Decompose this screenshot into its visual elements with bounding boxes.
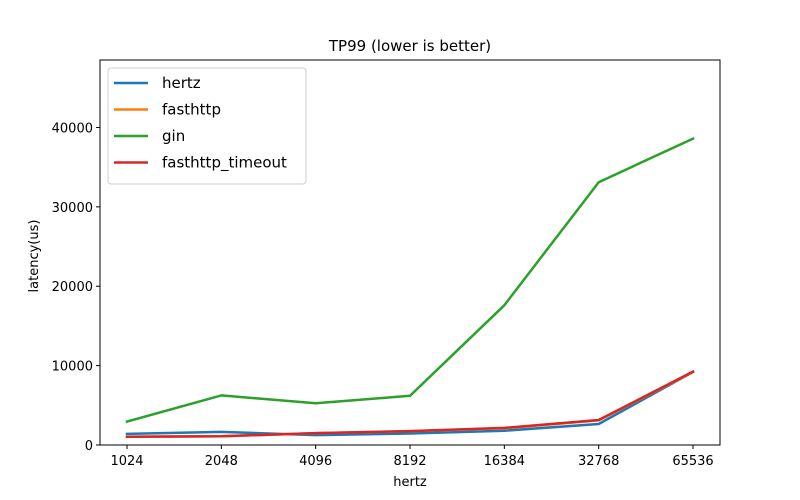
x-tick-label: 65536 (672, 454, 713, 469)
legend-label: hertz (162, 74, 201, 92)
legend-label: fasthttp_timeout (162, 154, 287, 173)
y-tick-label: 20000 (52, 280, 93, 295)
x-tick-label: 32768 (578, 454, 619, 469)
y-tick-label: 0 (85, 439, 93, 454)
x-tick-label: 1024 (110, 454, 143, 469)
x-axis-label: hertz (393, 475, 427, 490)
x-tick-label: 4096 (299, 454, 332, 469)
x-tick-label: 2048 (205, 454, 238, 469)
y-tick-label: 10000 (52, 360, 93, 375)
y-tick-label: 40000 (52, 121, 93, 136)
series-line-gin (125, 136, 695, 424)
x-tick-label: 8192 (393, 454, 426, 469)
legend-box (107, 67, 307, 185)
y-tick-label: 30000 (52, 201, 93, 216)
series-line-fasthttp-timeout (125, 369, 695, 438)
y-axis-label: latency(us) (27, 220, 42, 293)
legend: hertz fasthttp gin fasthttp_timeout (107, 67, 307, 185)
x-tick-label: 16384 (484, 454, 525, 469)
legend-label: fasthttp (162, 101, 221, 119)
series-line-hertz (125, 370, 695, 437)
series-line-fasthttp (125, 370, 695, 438)
plot-area: 1024 2048 4096 8192 16384 32768 65536 0 10000 200… (52, 59, 721, 469)
legend-label: gin (162, 127, 185, 145)
chart-title: TP99 (lower is better) (328, 37, 491, 55)
